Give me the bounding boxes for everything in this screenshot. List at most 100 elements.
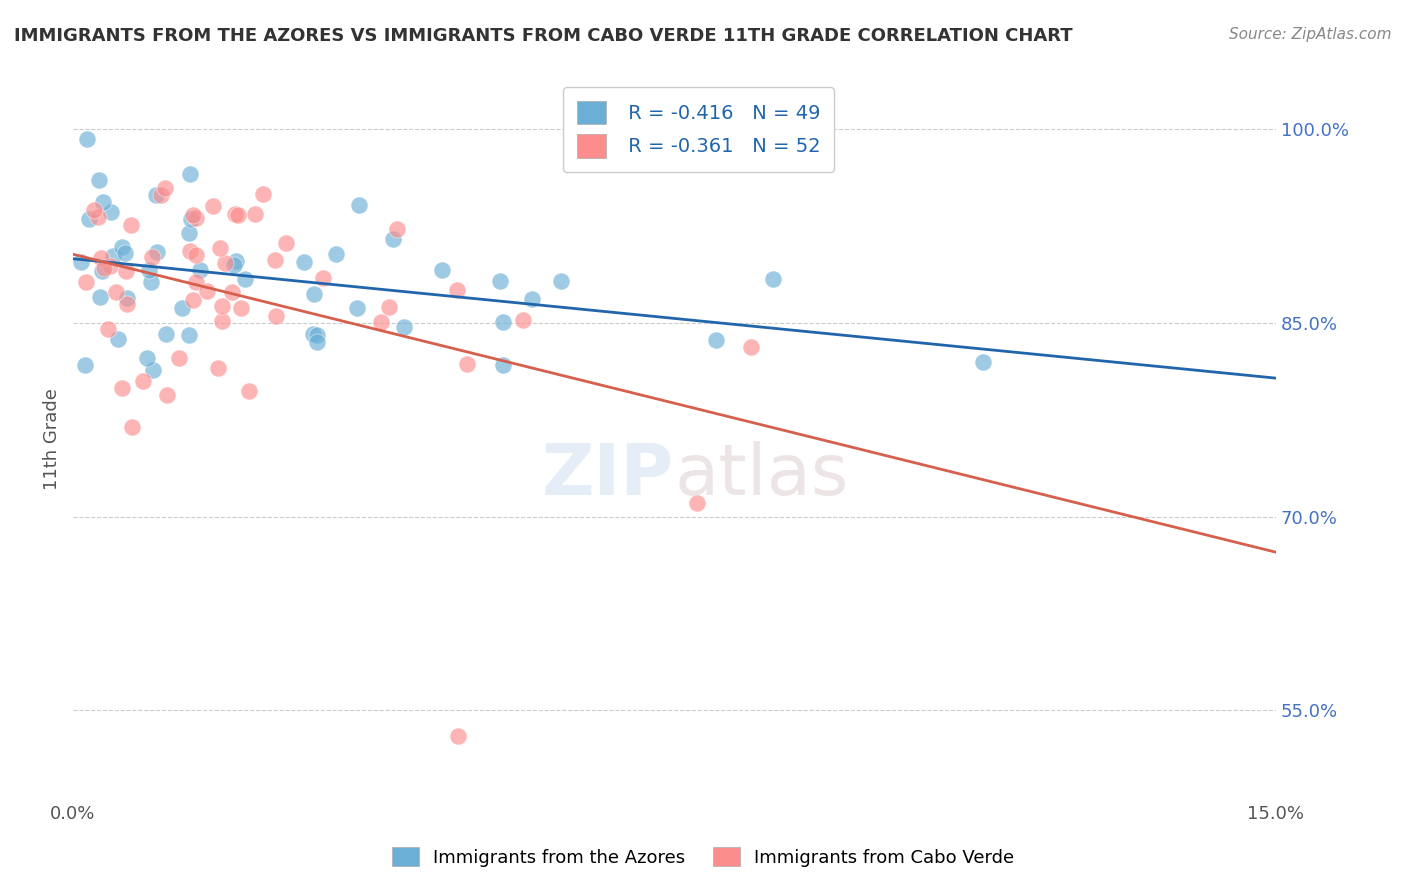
Point: [172, 301, 194, 315]
Point: [153, 181, 176, 195]
Point: [141, 251, 163, 265]
Point: [447, 729, 470, 743]
Point: [394, 319, 416, 334]
Point: [145, 188, 167, 202]
Point: [292, 255, 315, 269]
Point: [115, 291, 138, 305]
Point: [146, 245, 169, 260]
Point: [263, 253, 285, 268]
Point: [98, 259, 121, 273]
Legend:  R = -0.416   N = 49,  R = -0.361   N = 52: R = -0.416 N = 49, R = -0.361 N = 52: [564, 87, 834, 171]
Point: [150, 188, 173, 202]
Point: [225, 254, 247, 268]
Point: [264, 310, 287, 324]
Point: [111, 240, 134, 254]
Point: [211, 300, 233, 314]
Y-axis label: 11th Grade: 11th Grade: [44, 388, 60, 490]
Legend: Immigrants from the Azores, Immigrants from Cabo Verde: Immigrants from the Azores, Immigrants f…: [385, 840, 1021, 874]
Point: [387, 222, 409, 236]
Point: [181, 208, 204, 222]
Point: [238, 384, 260, 399]
Point: [740, 340, 762, 354]
Point: [70, 254, 93, 268]
Point: [181, 293, 204, 308]
Point: [492, 315, 515, 329]
Point: [179, 167, 201, 181]
Point: [228, 208, 250, 222]
Text: IMMIGRANTS FROM THE AZORES VS IMMIGRANTS FROM CABO VERDE 11TH GRADE CORRELATION : IMMIGRANTS FROM THE AZORES VS IMMIGRANTS…: [14, 27, 1073, 45]
Point: [142, 363, 165, 377]
Point: [100, 204, 122, 219]
Point: [229, 301, 252, 315]
Point: [686, 495, 709, 509]
Point: [305, 334, 328, 349]
Point: [136, 351, 159, 365]
Point: [83, 203, 105, 218]
Point: [179, 244, 201, 258]
Point: [184, 248, 207, 262]
Point: [132, 374, 155, 388]
Point: [101, 249, 124, 263]
Point: [120, 218, 142, 232]
Point: [121, 420, 143, 434]
Point: [156, 388, 179, 402]
Point: [155, 326, 177, 341]
Point: [138, 263, 160, 277]
Point: [107, 332, 129, 346]
Point: [243, 207, 266, 221]
Point: [378, 300, 401, 314]
Point: [346, 301, 368, 316]
Text: Source: ZipAtlas.com: Source: ZipAtlas.com: [1229, 27, 1392, 42]
Point: [86, 210, 108, 224]
Point: [233, 272, 256, 286]
Point: [76, 132, 98, 146]
Point: [550, 275, 572, 289]
Point: [446, 283, 468, 297]
Point: [274, 236, 297, 251]
Point: [208, 241, 231, 255]
Point: [520, 293, 543, 307]
Point: [430, 263, 453, 277]
Point: [302, 286, 325, 301]
Text: ZIP: ZIP: [543, 441, 675, 509]
Point: [90, 251, 112, 265]
Point: [111, 381, 134, 395]
Point: [512, 313, 534, 327]
Point: [197, 284, 219, 298]
Point: [489, 274, 512, 288]
Point: [179, 226, 201, 240]
Point: [207, 361, 229, 376]
Point: [184, 211, 207, 225]
Point: [73, 358, 96, 372]
Point: [179, 327, 201, 342]
Point: [202, 198, 225, 212]
Point: [115, 264, 138, 278]
Point: [167, 351, 190, 366]
Point: [188, 263, 211, 277]
Point: [704, 333, 727, 347]
Point: [87, 173, 110, 187]
Point: [75, 276, 97, 290]
Point: [105, 285, 128, 300]
Point: [93, 260, 115, 275]
Point: [180, 212, 202, 227]
Point: [114, 246, 136, 260]
Point: [91, 194, 114, 209]
Point: [89, 290, 111, 304]
Point: [90, 263, 112, 277]
Point: [224, 206, 246, 220]
Text: atlas: atlas: [675, 441, 849, 509]
Point: [97, 322, 120, 336]
Point: [347, 198, 370, 212]
Point: [325, 247, 347, 261]
Point: [252, 186, 274, 201]
Point: [307, 327, 329, 342]
Point: [762, 272, 785, 286]
Point: [382, 232, 405, 246]
Point: [115, 297, 138, 311]
Point: [139, 275, 162, 289]
Point: [214, 256, 236, 270]
Point: [222, 259, 245, 273]
Point: [492, 359, 515, 373]
Point: [301, 326, 323, 341]
